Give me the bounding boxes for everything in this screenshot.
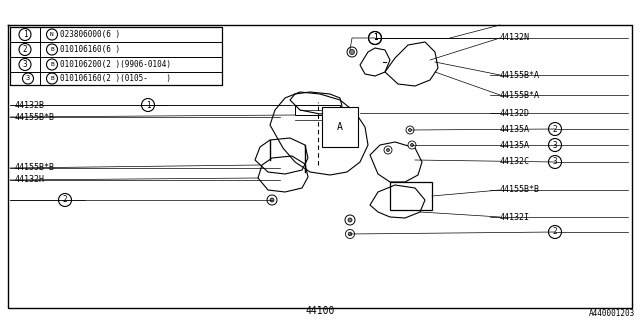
Text: 44135A: 44135A [500,124,530,133]
Text: 023806000(6 ): 023806000(6 ) [60,30,120,39]
Text: 2: 2 [553,124,557,133]
Text: 1: 1 [146,100,150,109]
Circle shape [387,148,390,151]
Circle shape [406,126,414,134]
Circle shape [410,143,413,147]
Text: 44155B*B: 44155B*B [500,186,540,195]
Text: 3: 3 [22,60,28,69]
Text: 44132B: 44132B [15,100,45,109]
Text: 44135A: 44135A [500,140,530,149]
Circle shape [345,215,355,225]
Circle shape [408,129,412,132]
Text: 010106200(2 )(9906-0104): 010106200(2 )(9906-0104) [60,60,171,69]
Text: B: B [50,47,54,52]
Circle shape [346,229,355,238]
Text: N: N [50,32,54,37]
Text: 3: 3 [553,157,557,166]
Circle shape [348,218,352,222]
Circle shape [270,198,274,202]
Text: 2: 2 [22,45,28,54]
Bar [390,182,432,210]
Text: 3: 3 [26,76,30,82]
Text: 44132H: 44132H [15,175,45,185]
Circle shape [267,195,277,205]
Text: 44155B*A: 44155B*A [500,91,540,100]
Text: 2: 2 [553,228,557,236]
Circle shape [348,232,352,236]
Text: 44132C: 44132C [500,157,530,166]
Text: 44132I: 44132I [500,212,530,221]
Text: 2: 2 [63,196,67,204]
Circle shape [384,146,392,154]
Text: B: B [50,62,54,67]
Text: A440001203: A440001203 [589,309,635,318]
Text: 3: 3 [553,140,557,149]
Circle shape [349,50,355,54]
Text: 010106160(6 ): 010106160(6 ) [60,45,120,54]
Text: A: A [337,122,343,132]
Text: 44155B*B: 44155B*B [15,113,55,122]
Text: 44155B*A: 44155B*A [500,70,540,79]
Text: 1: 1 [372,34,378,43]
Text: 44155B*B: 44155B*B [15,164,55,172]
Bar [295,105,340,115]
Text: 1: 1 [22,30,28,39]
Text: 010106160(2 )(0105-    ): 010106160(2 )(0105- ) [60,74,171,83]
Circle shape [408,141,416,149]
Text: 44132N: 44132N [500,34,530,43]
Circle shape [347,47,357,57]
Text: 1: 1 [372,34,378,43]
Text: 44132D: 44132D [500,108,530,117]
Text: 44100: 44100 [305,306,335,316]
Text: B: B [50,76,54,81]
